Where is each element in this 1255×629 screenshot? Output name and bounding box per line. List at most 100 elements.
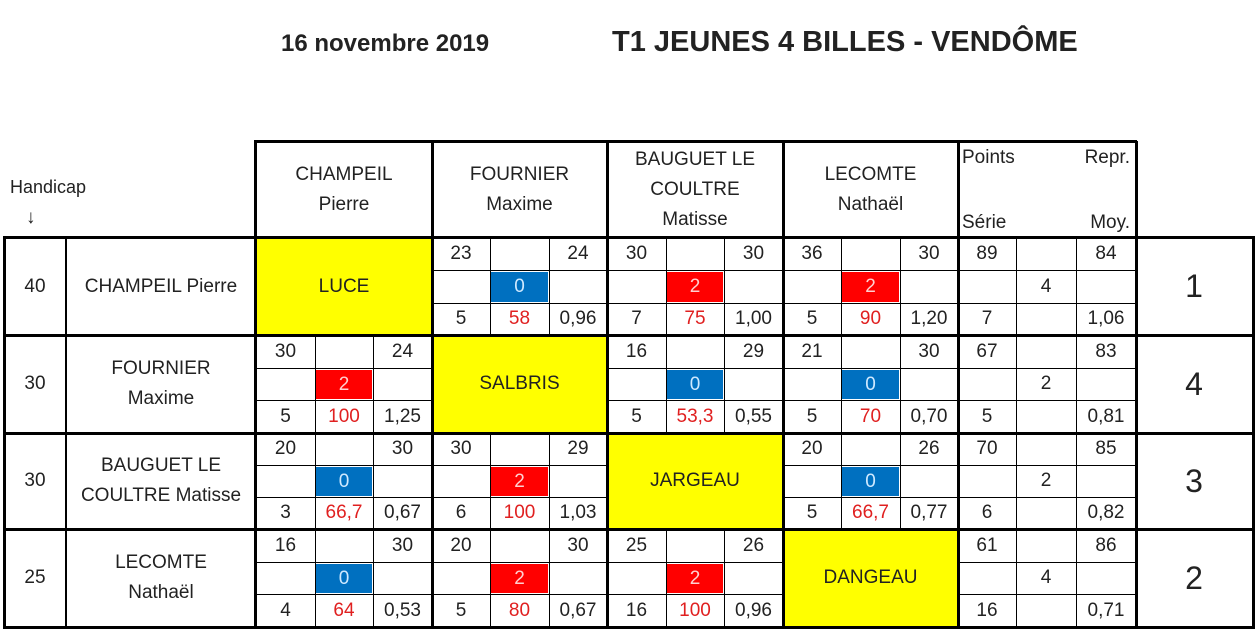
grid-line bbox=[957, 141, 960, 629]
best-serie: 5 bbox=[981, 405, 993, 427]
match-points-total: 4 bbox=[1040, 275, 1052, 297]
cell-text: CHAMPEIL Pierre bbox=[84, 275, 238, 297]
stats-header-points: Points bbox=[962, 147, 1015, 168]
match-average: 0,77 bbox=[910, 502, 948, 523]
match-serie: 4 bbox=[280, 599, 291, 621]
stats-header-serie: Série bbox=[962, 212, 1007, 233]
grid-line bbox=[373, 529, 374, 627]
match-innings: 30 bbox=[391, 438, 414, 459]
match-serie: 6 bbox=[455, 502, 467, 523]
match-innings: 30 bbox=[391, 534, 414, 556]
match-innings: 24 bbox=[391, 340, 414, 362]
match-score-badge: 2 bbox=[842, 272, 899, 302]
match-points-scored: 23 bbox=[450, 243, 472, 264]
match-percentage: 53,3 bbox=[676, 405, 714, 427]
match-serie: 5 bbox=[806, 405, 818, 427]
club-name: DANGEAU bbox=[783, 529, 958, 627]
match-score-badge: 0 bbox=[842, 370, 899, 399]
match-percentage: 58 bbox=[508, 308, 531, 329]
grid-line bbox=[1016, 238, 1017, 335]
grid-line bbox=[256, 562, 432, 563]
match-serie: 5 bbox=[280, 405, 291, 427]
grid-line bbox=[490, 529, 491, 627]
match-percentage: 100 bbox=[679, 599, 711, 621]
grid-line bbox=[1016, 529, 1017, 627]
match-innings: 29 bbox=[742, 340, 765, 362]
match-innings: 26 bbox=[742, 534, 765, 556]
match-serie: 5 bbox=[631, 405, 642, 427]
grid-line bbox=[315, 335, 316, 433]
grid-line bbox=[783, 270, 958, 271]
grid-line bbox=[432, 594, 607, 595]
match-percentage: 100 bbox=[328, 405, 360, 427]
grid-line bbox=[254, 141, 257, 238]
match-average: 0,96 bbox=[735, 599, 772, 621]
grid-line bbox=[3, 528, 1255, 531]
grid-line bbox=[606, 141, 609, 629]
match-average: 0,67 bbox=[384, 502, 421, 523]
grid-line bbox=[549, 238, 550, 335]
grid-line bbox=[432, 497, 607, 498]
match-serie: 7 bbox=[631, 308, 642, 329]
grid-line bbox=[900, 238, 901, 335]
grid-line bbox=[607, 303, 783, 304]
grid-line bbox=[315, 529, 316, 627]
final-rank: 1 bbox=[1185, 268, 1203, 304]
match-score-badge: 0 bbox=[316, 564, 372, 593]
final-rank: 2 bbox=[1185, 559, 1203, 596]
general-average: 0,71 bbox=[1087, 599, 1125, 621]
match-percentage: 100 bbox=[503, 502, 536, 523]
match-average: 1,00 bbox=[735, 308, 772, 329]
match-serie: 5 bbox=[806, 502, 818, 523]
match-innings: 24 bbox=[567, 243, 589, 264]
match-points-scored: 20 bbox=[450, 534, 472, 556]
grid-line bbox=[256, 497, 432, 498]
grid-line bbox=[958, 400, 1136, 401]
grid-line bbox=[1076, 433, 1077, 529]
player-name: CHAMPEIL Pierre bbox=[66, 238, 256, 335]
club-name: SALBRIS bbox=[432, 335, 607, 433]
club-name: LUCE bbox=[256, 238, 432, 335]
match-average: 1,25 bbox=[384, 405, 421, 427]
match-points-scored: 30 bbox=[450, 438, 472, 459]
grid-line bbox=[958, 270, 1136, 271]
match-percentage: 66,7 bbox=[325, 502, 363, 523]
match-percentage: 90 bbox=[859, 308, 882, 329]
match-score-badge: 2 bbox=[667, 564, 723, 593]
grid-line bbox=[724, 529, 725, 627]
grid-line bbox=[432, 562, 607, 563]
grid-line bbox=[256, 400, 432, 401]
grid-line bbox=[254, 236, 257, 629]
grid-line bbox=[315, 433, 316, 529]
match-percentage: 75 bbox=[684, 308, 706, 329]
grid-line bbox=[607, 562, 783, 563]
final-rank: 3 bbox=[1185, 462, 1203, 499]
match-serie: 5 bbox=[455, 599, 467, 621]
match-percentage: 80 bbox=[508, 599, 531, 621]
cell-text: BAUGUET LE COULTRE Matisse bbox=[634, 148, 756, 230]
match-score-badge: 2 bbox=[316, 370, 372, 399]
player-name: FOURNIER Maxime bbox=[66, 335, 256, 433]
match-innings: 30 bbox=[567, 534, 589, 556]
grid-line bbox=[783, 465, 958, 466]
match-average: 0,67 bbox=[559, 599, 597, 621]
column-header-player: FOURNIER Maxime bbox=[432, 141, 607, 238]
grid-line bbox=[373, 433, 374, 529]
grid-line bbox=[373, 335, 374, 433]
final-rank: 4 bbox=[1185, 365, 1203, 402]
column-header-player: CHAMPEIL Pierre bbox=[256, 141, 432, 238]
match-serie: 5 bbox=[455, 308, 467, 329]
grid-line bbox=[432, 270, 607, 271]
grid-line bbox=[958, 594, 1136, 595]
grid-line bbox=[666, 335, 667, 433]
grid-line bbox=[432, 303, 607, 304]
grid-line bbox=[1135, 141, 1138, 238]
total-innings: 84 bbox=[1095, 243, 1117, 264]
club-name: JARGEAU bbox=[607, 433, 783, 529]
grid-line bbox=[1016, 433, 1017, 529]
grid-line bbox=[783, 497, 958, 498]
total-points: 61 bbox=[976, 534, 998, 556]
grid-line bbox=[724, 335, 725, 433]
grid-line bbox=[900, 433, 901, 529]
match-points-scored: 16 bbox=[625, 340, 648, 362]
